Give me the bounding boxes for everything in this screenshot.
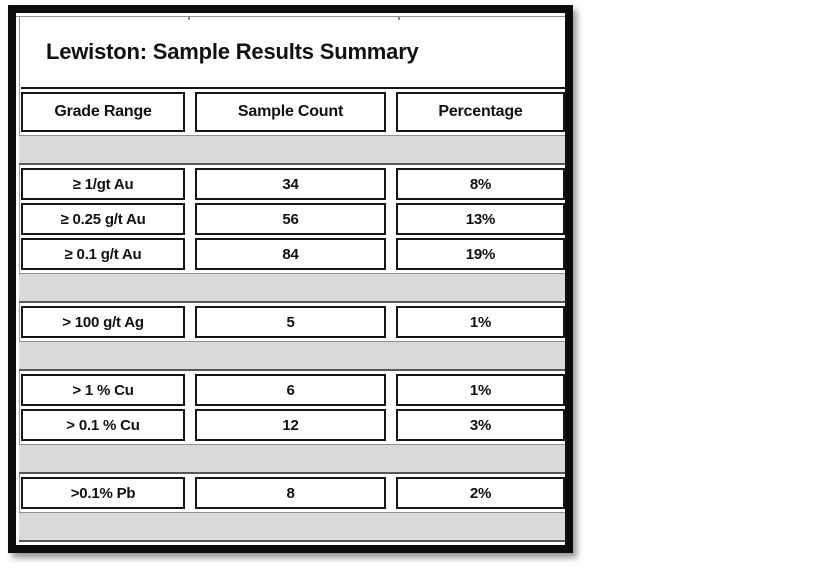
grade-cell: ≥ 0.25 g/t Au <box>21 203 186 235</box>
count-cell: 34 <box>195 168 386 200</box>
percentage-cell: 3% <box>395 409 565 441</box>
table-body: Lewiston: Sample Results Summary Grade R… <box>16 17 565 545</box>
table-row: >0.1% Pb 8 2% <box>21 477 565 509</box>
count-cell: 84 <box>195 238 386 270</box>
count-cell: 12 <box>195 409 386 441</box>
spacer-band <box>19 512 565 542</box>
count-cell: 8 <box>195 477 386 509</box>
table-row: ≥ 0.25 g/t Au 56 13% <box>21 203 565 235</box>
top-gridline <box>16 16 565 17</box>
percentage-cell: 2% <box>395 477 565 509</box>
spacer-band <box>19 341 565 371</box>
gridline-tick <box>398 17 400 20</box>
grade-cell: > 1 % Cu <box>21 374 186 406</box>
table-row: > 1 % Cu 6 1% <box>21 374 565 406</box>
percentage-cell: 1% <box>395 306 565 338</box>
spacer-band <box>19 135 565 165</box>
table-row: ≥ 0.1 g/t Au 84 19% <box>21 238 565 270</box>
percentage-cell: 8% <box>395 168 565 200</box>
grade-cell: > 100 g/t Ag <box>21 306 186 338</box>
percentage-cell: 1% <box>395 374 565 406</box>
gridline-tick <box>188 17 190 20</box>
column-header-sample-count: Sample Count <box>195 92 386 132</box>
table-canvas: Lewiston: Sample Results Summary Grade R… <box>16 13 565 545</box>
table-row: > 100 g/t Ag 5 1% <box>21 306 565 338</box>
table-title: Lewiston: Sample Results Summary <box>21 17 565 89</box>
grade-cell: >0.1% Pb <box>21 477 186 509</box>
spacer-band <box>19 273 565 303</box>
grade-cell: ≥ 0.1 g/t Au <box>21 238 186 270</box>
grade-cell: ≥ 1/gt Au <box>21 168 186 200</box>
column-header-percentage: Percentage <box>395 92 565 132</box>
column-header-grade-range: Grade Range <box>21 92 186 132</box>
percentage-cell: 19% <box>395 238 565 270</box>
count-cell: 56 <box>195 203 386 235</box>
count-cell: 6 <box>195 374 386 406</box>
header-row: Grade Range Sample Count Percentage <box>21 92 565 132</box>
spacer-band <box>19 444 565 474</box>
table-row: ≥ 1/gt Au 34 8% <box>21 168 565 200</box>
framed-table-image: Lewiston: Sample Results Summary Grade R… <box>8 5 573 553</box>
count-cell: 5 <box>195 306 386 338</box>
percentage-cell: 13% <box>395 203 565 235</box>
table-row: > 0.1 % Cu 12 3% <box>21 409 565 441</box>
grade-cell: > 0.1 % Cu <box>21 409 186 441</box>
